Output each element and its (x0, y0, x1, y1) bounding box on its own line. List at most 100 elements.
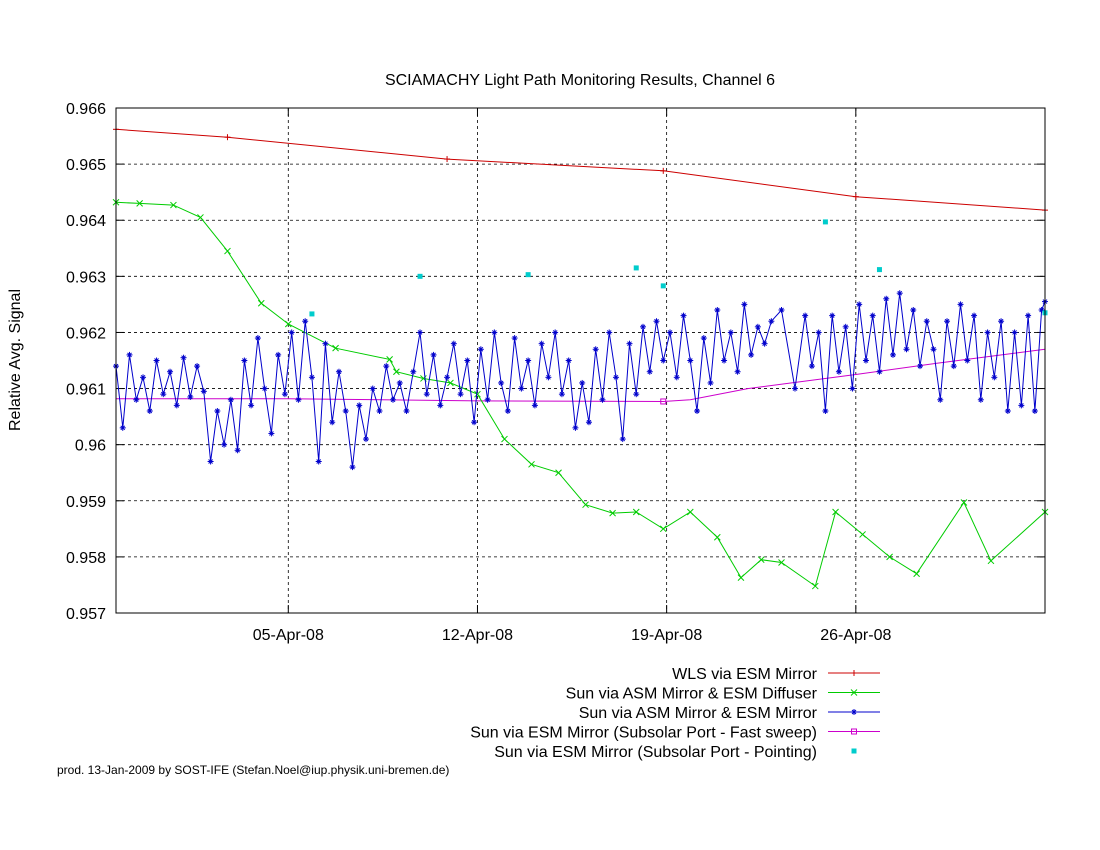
series-3-point (612, 374, 619, 381)
series-3-point (930, 346, 937, 353)
series-3-point (579, 379, 586, 386)
series-3-point (862, 357, 869, 364)
series-3-point (241, 357, 248, 364)
y-tick-label: 0.965 (66, 157, 106, 174)
series-3-point (802, 312, 809, 319)
series-3-point (194, 363, 201, 370)
series-3-point (653, 318, 660, 325)
series-2-point (393, 368, 400, 376)
series-3-point (822, 408, 829, 414)
series-1 (113, 126, 1048, 214)
production-note: prod. 13-Jan-2009 by SOST-IFE (Stefan.No… (57, 763, 450, 777)
y-tick-label: 0.96 (75, 438, 106, 455)
series-3-point (957, 301, 964, 308)
y-tick-label: 0.961 (66, 382, 106, 399)
series-2-point (501, 435, 508, 443)
legend-label: WLS via ESM Mirror (672, 666, 818, 683)
series-3-point (626, 340, 633, 347)
y-tick-label: 0.963 (66, 269, 106, 286)
series-3-point (491, 329, 498, 336)
series-3-point (565, 357, 572, 364)
series-1-point (660, 167, 667, 174)
series-3-point (335, 368, 342, 375)
series-5-point (525, 272, 531, 278)
series-2-point (224, 247, 231, 255)
series-3-point (680, 312, 687, 319)
series-3-point (538, 340, 545, 347)
series-3-point (869, 312, 876, 319)
series-3 (113, 290, 1048, 471)
series-3-point (511, 335, 518, 342)
legend-marker (851, 709, 857, 715)
chart-title: SCIAMACHY Light Path Monitoring Results,… (385, 72, 775, 89)
legend-label: Sun via ESM Mirror (Subsolar Port - Poin… (494, 744, 817, 761)
series-3-point (525, 357, 532, 364)
legend-label: Sun via ESM Mirror (Subsolar Port - Fast… (470, 725, 817, 742)
series-2-point (960, 499, 968, 506)
series-5-point (417, 273, 423, 279)
series-2-point (987, 557, 995, 565)
series-3-point (464, 357, 471, 364)
x-tick-label: 19-Apr-08 (631, 627, 702, 644)
series-2-point (170, 201, 177, 209)
plot-frame (115, 107, 1046, 614)
series-3-point (369, 385, 376, 392)
series-3-point (119, 424, 126, 431)
axis-ticks: 0.957 0.958 0.959 0.96 0.961 0.962 0.963 0.964 0… (66, 101, 1045, 644)
x-tick-label: 26-Apr-08 (820, 627, 891, 644)
x-tick-label: 05-Apr-08 (253, 627, 324, 644)
series-3-point (477, 346, 484, 353)
series-3-point (700, 335, 707, 342)
series-3-point (295, 396, 302, 403)
y-axis-label: Relative Avg. Signal (7, 289, 24, 431)
series-3-point (950, 363, 957, 370)
series-3-point (694, 408, 701, 414)
series-2-point (778, 559, 785, 566)
series-3-line (115, 293, 1046, 468)
series-3-point (599, 396, 606, 403)
series-3-point (592, 346, 599, 353)
series-3-point (329, 419, 336, 426)
series-4-point (660, 398, 667, 405)
series-2-point (474, 390, 481, 398)
series-2-point (386, 356, 393, 363)
series-3-point (1031, 408, 1038, 414)
series-3-point (815, 329, 822, 336)
series-3-point (667, 329, 674, 336)
y-tick-label: 0.958 (66, 550, 106, 567)
series-2-point (136, 200, 144, 207)
series-2-point (659, 525, 667, 533)
series-3-point (308, 374, 315, 381)
series-3-point (734, 368, 741, 375)
series-3-point (619, 436, 626, 443)
series-3-point (140, 374, 147, 381)
series-3-point (396, 379, 403, 386)
series-3-point (991, 374, 998, 381)
series-2-point (555, 469, 562, 477)
series-4-line (116, 348, 1046, 403)
series-3-point (923, 318, 930, 325)
series-3-point (964, 357, 971, 364)
series-5-point (876, 267, 882, 273)
series-3-point (977, 396, 984, 403)
series-3-point (214, 408, 221, 414)
series-3-point (450, 340, 457, 347)
series-3-point (883, 295, 890, 302)
series-3-point (842, 323, 849, 330)
series-3-point (302, 318, 309, 325)
series-3-point (876, 368, 883, 375)
series-3-point (889, 351, 896, 358)
series-3-point (754, 323, 761, 330)
series-3-point (707, 379, 714, 386)
series-3-point (768, 318, 775, 325)
series-3-point (221, 441, 228, 448)
series-2-point (284, 320, 292, 328)
series-3-point (423, 391, 430, 398)
series-3-point (721, 357, 728, 364)
series-3-point (998, 318, 1005, 325)
series-2-point (757, 556, 765, 564)
series-2-point (609, 509, 616, 517)
series-3-point (322, 340, 329, 347)
series-3-point (227, 396, 234, 403)
series-3-point (430, 351, 437, 358)
